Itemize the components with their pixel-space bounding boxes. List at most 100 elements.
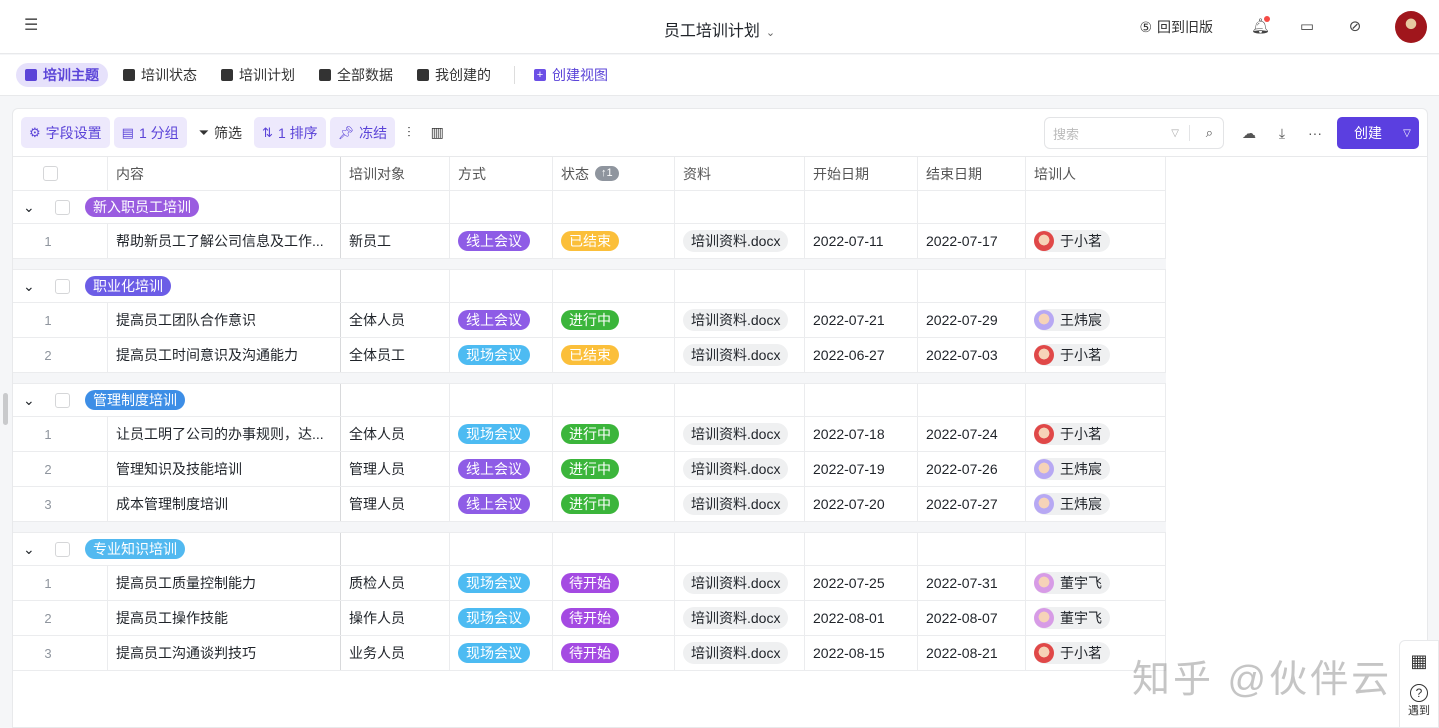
table-row[interactable]: 1 提高员工团队合作意识 全体人员 线上会议 进行中 培训资料.docx 2022-07-2… <box>13 303 1166 338</box>
cell[interactable]: 王炜宸 <box>1026 303 1166 337</box>
cell[interactable]: 2022-07-27 <box>918 487 1026 521</box>
cell[interactable]: 现场会议 <box>450 601 553 635</box>
cell[interactable]: 全体人员 <box>341 417 450 451</box>
cell[interactable]: 质检人员 <box>341 566 450 600</box>
table-row[interactable]: 2 提高员工时间意识及沟通能力 全体员工 现场会议 已结束 培训资料.docx 2022-0… <box>13 338 1166 373</box>
more-icon[interactable]: ··· <box>1308 125 1322 141</box>
column-header[interactable]: 资料 <box>675 157 805 190</box>
cell[interactable]: 现场会议 <box>450 636 553 670</box>
cell[interactable]: 2022-07-31 <box>918 566 1026 600</box>
cell[interactable]: 进行中 <box>553 417 675 451</box>
menu-icon[interactable]: ☰ <box>24 17 39 34</box>
field-settings-button[interactable]: ⚙ 字段设置 <box>21 117 110 148</box>
column-header[interactable]: 内容 <box>108 157 341 190</box>
cell[interactable]: 2022-08-07 <box>918 601 1026 635</box>
cell[interactable]: 2022-07-03 <box>918 338 1026 372</box>
page-title[interactable]: 员工培训计划 ⌄ <box>0 17 1439 41</box>
group-checkbox[interactable] <box>55 541 70 557</box>
cell[interactable]: 进行中 <box>553 487 675 521</box>
cell[interactable]: 现场会议 <box>450 566 553 600</box>
column-header[interactable]: 开始日期 <box>805 157 918 190</box>
create-view-button[interactable]: + 创建视图 <box>525 63 617 87</box>
trainer-chip[interactable]: 王炜宸 <box>1034 493 1110 515</box>
cell[interactable]: 于小茗 <box>1026 224 1166 258</box>
cell[interactable]: 培训资料.docx <box>675 417 805 451</box>
cell[interactable]: 提高员工沟通谈判技巧 <box>108 636 341 670</box>
column-header[interactable]: 状态 ↑1 <box>553 157 675 190</box>
group-checkbox[interactable] <box>55 278 70 294</box>
compass-icon[interactable]: ⊘ <box>1348 18 1362 35</box>
table-row[interactable]: 1 让员工明了公司的办事规则，达... 全体人员 现场会议 进行中 培训资料.docx 20… <box>13 417 1166 452</box>
trainer-chip[interactable]: 王炜宸 <box>1034 309 1110 331</box>
cell[interactable]: 让员工明了公司的办事规则，达... <box>108 417 341 451</box>
qr-code-icon[interactable]: ▦ <box>1410 651 1428 671</box>
cell[interactable]: 2022-07-21 <box>805 303 918 337</box>
cell[interactable]: 管理人员 <box>341 487 450 521</box>
chevron-down-icon[interactable]: ⌄ <box>23 541 35 557</box>
cell[interactable]: 提高员工操作技能 <box>108 601 341 635</box>
cell[interactable]: 2022-07-24 <box>918 417 1026 451</box>
table-row[interactable]: 2 提高员工操作技能 操作人员 现场会议 待开始 培训资料.docx 2022-08-01 2… <box>13 601 1166 636</box>
cell[interactable]: 于小茗 <box>1026 338 1166 372</box>
create-button[interactable]: 创建 ▽ <box>1337 117 1419 149</box>
trainer-chip[interactable]: 董宇飞 <box>1034 607 1110 629</box>
trainer-chip[interactable]: 于小茗 <box>1034 230 1110 252</box>
cell[interactable]: 董宇飞 <box>1026 601 1166 635</box>
group-checkbox[interactable] <box>55 392 70 408</box>
tab-2[interactable]: 培训状态 <box>114 63 206 87</box>
column-header[interactable]: 培训人 <box>1026 157 1166 190</box>
tab-1[interactable]: 培训主题 <box>16 63 108 87</box>
cell[interactable]: 培训资料.docx <box>675 452 805 486</box>
cell[interactable]: 管理人员 <box>341 452 450 486</box>
trainer-chip[interactable]: 于小茗 <box>1034 642 1110 664</box>
table-row[interactable]: 1 提高员工质量控制能力 质检人员 现场会议 待开始 培训资料.docx 2022-07-2… <box>13 566 1166 601</box>
cell[interactable]: 2022-08-15 <box>805 636 918 670</box>
column-header[interactable]: 培训对象 <box>341 157 450 190</box>
cell[interactable]: 2022-07-17 <box>918 224 1026 258</box>
cell[interactable]: 线上会议 <box>450 224 553 258</box>
cell[interactable]: 于小茗 <box>1026 636 1166 670</box>
cell[interactable]: 2022-07-29 <box>918 303 1026 337</box>
chevron-down-icon[interactable]: ⌄ <box>23 199 35 215</box>
search-icon[interactable]: ⌕ <box>1205 125 1213 140</box>
tab-3[interactable]: 培训计划 <box>212 63 304 87</box>
group-checkbox[interactable] <box>55 199 70 215</box>
table-row[interactable]: 3 成本管理制度培训 管理人员 线上会议 进行中 培训资料.docx 2022-07-20 2… <box>13 487 1166 522</box>
cell[interactable]: 现场会议 <box>450 417 553 451</box>
cell[interactable]: 业务人员 <box>341 636 450 670</box>
cell[interactable]: 2022-08-21 <box>918 636 1026 670</box>
trainer-chip[interactable]: 王炜宸 <box>1034 458 1110 480</box>
cell[interactable]: 2022-07-18 <box>805 417 918 451</box>
cell[interactable]: 新员工 <box>341 224 450 258</box>
cell[interactable]: 线上会议 <box>450 452 553 486</box>
cell[interactable]: 待开始 <box>553 636 675 670</box>
cell[interactable]: 2022-07-25 <box>805 566 918 600</box>
column-header[interactable]: 方式 <box>450 157 553 190</box>
cell[interactable]: 董宇飞 <box>1026 566 1166 600</box>
chart-button[interactable]: ▥ <box>423 117 452 148</box>
tab-5[interactable]: 我创建的 <box>408 63 500 87</box>
cell[interactable]: 王炜宸 <box>1026 452 1166 486</box>
chevron-down-icon[interactable]: ▽ <box>1171 127 1179 139</box>
cell[interactable]: 已结束 <box>553 224 675 258</box>
trainer-chip[interactable]: 董宇飞 <box>1034 572 1110 594</box>
cell[interactable]: 全体员工 <box>341 338 450 372</box>
cell[interactable]: 2022-07-26 <box>918 452 1026 486</box>
cell[interactable]: 培训资料.docx <box>675 303 805 337</box>
cell[interactable]: 2022-07-20 <box>805 487 918 521</box>
cell[interactable]: 已结束 <box>553 338 675 372</box>
cell[interactable]: 培训资料.docx <box>675 601 805 635</box>
download-icon[interactable]: ⤓ <box>1278 124 1286 141</box>
chevron-down-icon[interactable]: ⌄ <box>23 278 35 294</box>
bell-icon[interactable]: 🔔︎ <box>1251 16 1271 35</box>
cell[interactable]: 提高员工团队合作意识 <box>108 303 341 337</box>
select-all-checkbox[interactable] <box>43 166 58 181</box>
group-button[interactable]: ▤ 1 分组 <box>113 117 187 148</box>
search-input[interactable]: 搜索 ▽ ⌕ <box>1044 117 1224 149</box>
column-header[interactable]: 结束日期 <box>918 157 1026 190</box>
cell[interactable]: 王炜宸 <box>1026 487 1166 521</box>
cell[interactable]: 线上会议 <box>450 303 553 337</box>
cell[interactable]: 于小茗 <box>1026 417 1166 451</box>
table-row[interactable]: 1 帮助新员工了解公司信息及工作... 新员工 线上会议 已结束 培训资料.docx 202… <box>13 224 1166 259</box>
row-height-button[interactable]: ⫶ <box>399 117 419 148</box>
